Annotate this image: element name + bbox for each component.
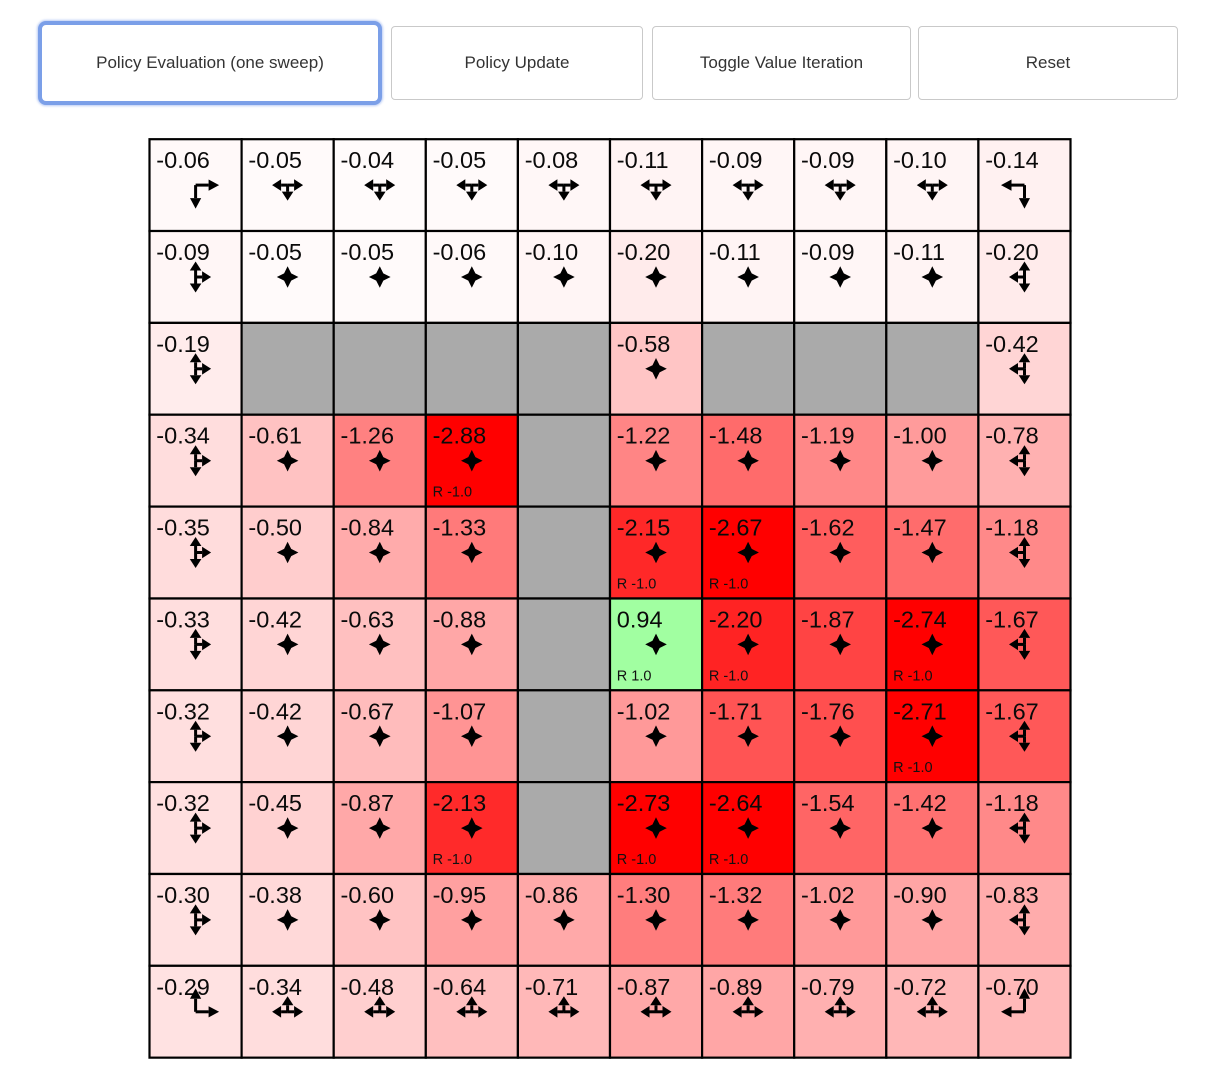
svg-text:-1.02: -1.02 [617,698,671,724]
svg-text:-1.00: -1.00 [893,423,947,449]
svg-text:R -1.0: R -1.0 [893,760,933,776]
svg-text:-0.05: -0.05 [248,147,302,173]
svg-text:-0.05: -0.05 [433,147,487,173]
svg-text:-1.62: -1.62 [801,515,855,541]
svg-text:-2.20: -2.20 [709,607,763,633]
svg-text:-0.79: -0.79 [801,974,855,1000]
svg-text:-1.02: -1.02 [801,882,855,908]
svg-text:-0.20: -0.20 [985,239,1039,265]
svg-text:-0.08: -0.08 [525,147,579,173]
svg-text:-0.86: -0.86 [525,882,579,908]
svg-text:-1.18: -1.18 [985,515,1039,541]
svg-text:-0.45: -0.45 [248,790,302,816]
svg-text:-0.09: -0.09 [801,147,855,173]
svg-text:-1.18: -1.18 [985,790,1039,816]
svg-text:-0.72: -0.72 [893,974,947,1000]
svg-text:-0.34: -0.34 [156,423,210,449]
svg-text:-0.04: -0.04 [341,147,395,173]
svg-text:-0.14: -0.14 [985,147,1039,173]
svg-text:-0.11: -0.11 [617,147,669,173]
svg-text:-1.71: -1.71 [709,698,763,724]
svg-text:-0.30: -0.30 [156,882,210,908]
svg-text:-0.06: -0.06 [156,147,210,173]
svg-text:-0.11: -0.11 [893,239,945,265]
svg-text:R -1.0: R -1.0 [433,852,473,868]
svg-text:-1.30: -1.30 [617,882,671,908]
svg-text:-0.19: -0.19 [156,331,210,357]
svg-text:-0.11: -0.11 [709,239,761,265]
svg-text:-0.88: -0.88 [433,607,487,633]
svg-text:-0.87: -0.87 [341,790,395,816]
svg-text:-0.38: -0.38 [248,882,302,908]
svg-text:-0.09: -0.09 [156,239,210,265]
svg-text:-0.42: -0.42 [248,698,302,724]
svg-text:-2.64: -2.64 [709,790,763,816]
svg-text:-0.60: -0.60 [341,882,395,908]
svg-text:-0.58: -0.58 [617,331,671,357]
svg-text:-0.61: -0.61 [248,423,302,449]
svg-text:-0.70: -0.70 [985,974,1039,1000]
svg-text:-0.83: -0.83 [985,882,1039,908]
svg-text:-1.67: -1.67 [985,698,1039,724]
svg-text:-0.09: -0.09 [709,147,763,173]
svg-text:-0.09: -0.09 [801,239,855,265]
svg-text:-2.71: -2.71 [893,698,947,724]
svg-text:-1.22: -1.22 [617,423,671,449]
svg-text:-0.67: -0.67 [341,698,395,724]
svg-text:-0.29: -0.29 [156,974,210,1000]
svg-text:-2.15: -2.15 [617,515,671,541]
svg-text:R -1.0: R -1.0 [893,668,933,684]
svg-text:-0.05: -0.05 [341,239,395,265]
svg-text:-1.33: -1.33 [433,515,487,541]
svg-text:-0.42: -0.42 [248,607,302,633]
svg-text:-0.48: -0.48 [341,974,395,1000]
svg-text:-0.84: -0.84 [341,515,395,541]
svg-text:-1.76: -1.76 [801,698,855,724]
svg-text:-0.20: -0.20 [617,239,671,265]
svg-text:-0.89: -0.89 [709,974,763,1000]
svg-text:-1.54: -1.54 [801,790,855,816]
svg-text:-1.26: -1.26 [341,423,395,449]
svg-text:-0.63: -0.63 [341,607,395,633]
svg-text:-0.33: -0.33 [156,607,210,633]
svg-text:0.94: 0.94 [617,607,663,633]
svg-text:-1.19: -1.19 [801,423,855,449]
svg-text:-0.06: -0.06 [433,239,487,265]
svg-text:-2.88: -2.88 [433,423,487,449]
svg-text:-0.64: -0.64 [433,974,487,1000]
svg-text:-0.05: -0.05 [248,239,302,265]
svg-text:-0.50: -0.50 [248,515,302,541]
svg-text:R 1.0: R 1.0 [617,668,652,684]
svg-text:R -1.0: R -1.0 [709,668,749,684]
svg-text:-0.32: -0.32 [156,698,210,724]
svg-text:-1.47: -1.47 [893,515,947,541]
svg-text:-1.32: -1.32 [709,882,763,908]
svg-text:-0.42: -0.42 [985,331,1039,357]
svg-text:R -1.0: R -1.0 [617,576,657,592]
svg-text:-2.74: -2.74 [893,607,947,633]
svg-text:-2.67: -2.67 [709,515,763,541]
svg-text:R -1.0: R -1.0 [617,852,657,868]
svg-text:-0.78: -0.78 [985,423,1039,449]
svg-text:-1.87: -1.87 [801,607,855,633]
svg-text:-1.42: -1.42 [893,790,947,816]
svg-text:-2.13: -2.13 [433,790,487,816]
svg-text:-0.10: -0.10 [525,239,579,265]
svg-text:-1.07: -1.07 [433,698,487,724]
svg-text:-0.87: -0.87 [617,974,671,1000]
svg-text:R -1.0: R -1.0 [433,485,473,501]
svg-text:-2.73: -2.73 [617,790,671,816]
svg-text:-0.10: -0.10 [893,147,947,173]
svg-text:R -1.0: R -1.0 [709,852,749,868]
svg-text:R -1.0: R -1.0 [709,576,749,592]
svg-text:-1.67: -1.67 [985,607,1039,633]
svg-text:-1.48: -1.48 [709,423,763,449]
svg-text:-0.90: -0.90 [893,882,947,908]
svg-text:-0.35: -0.35 [156,515,210,541]
svg-text:-0.95: -0.95 [433,882,487,908]
svg-text:-0.34: -0.34 [248,974,302,1000]
svg-text:-0.71: -0.71 [525,974,579,1000]
svg-text:-0.32: -0.32 [156,790,210,816]
